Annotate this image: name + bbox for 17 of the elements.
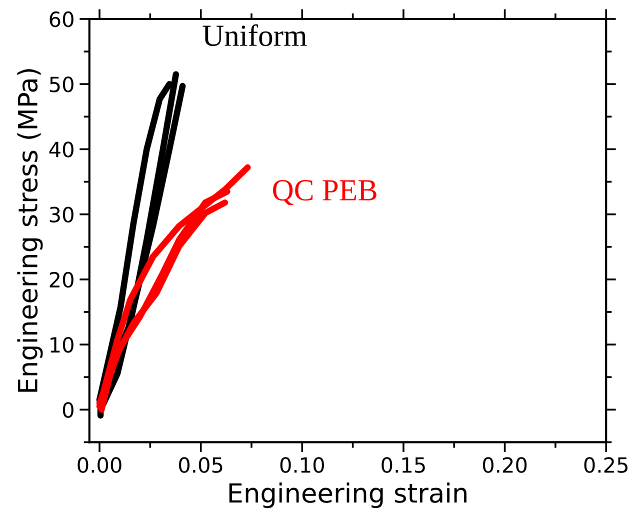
y-axis-title: Engineering stress (MPa) [17,69,43,392]
x-tick-label: 0.00 [78,457,122,473]
x-tick-label: 0.25 [584,457,628,473]
y-tick-label: 0 [62,402,74,418]
x-tick-label: 0.05 [179,457,222,473]
x-tick-label: 0.20 [482,457,527,473]
annotation: QC PEB [273,180,376,206]
y-tick-label: 20 [50,272,74,288]
x-axis-title: Engineering strain [229,482,466,508]
y-tick-label: 30 [50,206,74,223]
y-tick-label: 50 [50,76,74,92]
annotation: Uniform [202,24,307,46]
x-tick-label: 0.15 [382,457,425,473]
y-tick-label: 10 [50,336,74,353]
y-tick-label: 60 [50,11,74,28]
y-tick-label: 40 [49,142,74,158]
x-tick-label: 0.10 [280,457,324,473]
